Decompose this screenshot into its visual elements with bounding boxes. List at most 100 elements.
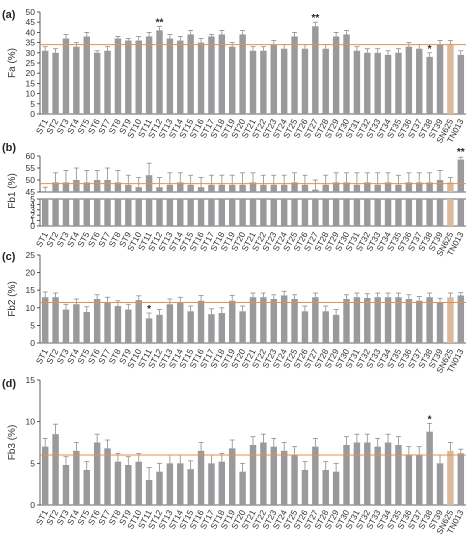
bar [208, 463, 215, 505]
bar-lower [187, 199, 194, 226]
bar [197, 187, 205, 192]
bar [364, 297, 371, 343]
bar [156, 471, 163, 505]
bar-lower [239, 199, 246, 226]
bar-lower [457, 199, 465, 226]
bar [83, 470, 90, 505]
bar [353, 297, 361, 343]
bar [228, 184, 236, 192]
bar-lower [364, 199, 371, 226]
bar-lower [280, 199, 288, 226]
bar [177, 40, 184, 115]
bar-lower [62, 199, 70, 226]
bar [374, 446, 381, 505]
bar [187, 469, 194, 505]
panel-3: (c)Fb2 (%)0510152025*ST1ST2ST3ST4ST5ST6S… [2, 250, 466, 375]
bar-lower [177, 199, 184, 226]
y-tick-label: 10 [26, 303, 36, 313]
bar [125, 40, 132, 115]
bar [332, 36, 340, 115]
bar [156, 187, 163, 192]
bar-lower [41, 199, 49, 226]
significance-marker: * [428, 414, 432, 425]
bar [405, 46, 413, 114]
bar-lower [447, 199, 454, 226]
bar [135, 187, 142, 192]
bar [218, 34, 226, 114]
bar [166, 463, 174, 505]
bar [73, 180, 80, 192]
significance-marker: ** [457, 147, 465, 158]
bar-lower [416, 199, 423, 226]
bar [239, 34, 246, 114]
bar [166, 304, 174, 343]
bar [114, 306, 122, 343]
y-tick-label: 2 [30, 210, 35, 220]
bar [447, 182, 454, 192]
bar [332, 182, 340, 192]
bar [135, 300, 142, 343]
significance-marker: ** [311, 13, 319, 24]
y-tick-label: 10 [26, 89, 36, 99]
y-tick-label: 5 [30, 99, 35, 109]
y-tick-label: 50 [26, 7, 36, 17]
bar-lower [395, 199, 402, 226]
y-axis-label: Fb2 (%) [7, 281, 18, 317]
bar [114, 461, 122, 505]
bar [374, 297, 381, 343]
bar [291, 455, 298, 505]
y-tick-label: 60 [26, 151, 36, 161]
bar [280, 295, 288, 343]
bar [416, 455, 423, 505]
bar [270, 44, 278, 114]
bar [260, 442, 267, 505]
bar [353, 442, 361, 505]
bar [187, 311, 194, 343]
bar [208, 314, 215, 343]
bar [145, 36, 153, 115]
y-tick-label: 0 [30, 338, 35, 348]
bar [260, 184, 267, 192]
bar-lower [52, 199, 59, 226]
bar [73, 46, 80, 114]
bar [343, 182, 350, 192]
bar [156, 314, 163, 343]
bar-lower [114, 199, 122, 226]
bar [239, 471, 246, 505]
bar [332, 314, 340, 343]
bar [384, 442, 392, 505]
bar [301, 311, 309, 343]
bar [280, 184, 288, 192]
bar-lower [332, 199, 340, 226]
y-tick-label: 15 [26, 375, 36, 385]
panel-4: (d)Fb3 (%)051015*ST1ST2ST3ST4ST5ST6ST7ST… [2, 375, 466, 536]
bar [312, 26, 319, 115]
bar [93, 52, 101, 114]
bar [135, 40, 142, 115]
y-axis-label: Fa (%) [7, 48, 18, 78]
y-tick-label: 40 [26, 27, 36, 37]
bar [312, 189, 319, 192]
y-tick-label: 35 [26, 38, 36, 48]
bar [426, 297, 433, 343]
y-tick-label: 4 [30, 199, 35, 209]
bar [312, 446, 319, 505]
bar-lower [125, 199, 132, 226]
bar-lower [260, 199, 267, 226]
bar-lower [135, 199, 142, 226]
bar [395, 52, 402, 114]
bar [301, 184, 309, 192]
y-tick-label: 0 [30, 109, 35, 119]
y-tick-label: 55 [26, 163, 36, 173]
bar [73, 450, 80, 505]
bar-lower [374, 199, 381, 226]
bar [405, 455, 413, 505]
bar [436, 302, 444, 343]
bar [166, 184, 174, 192]
bar [260, 50, 267, 114]
bar-lower [197, 199, 205, 226]
bar-lower [436, 199, 444, 226]
bar [291, 299, 298, 343]
bar [125, 309, 132, 343]
